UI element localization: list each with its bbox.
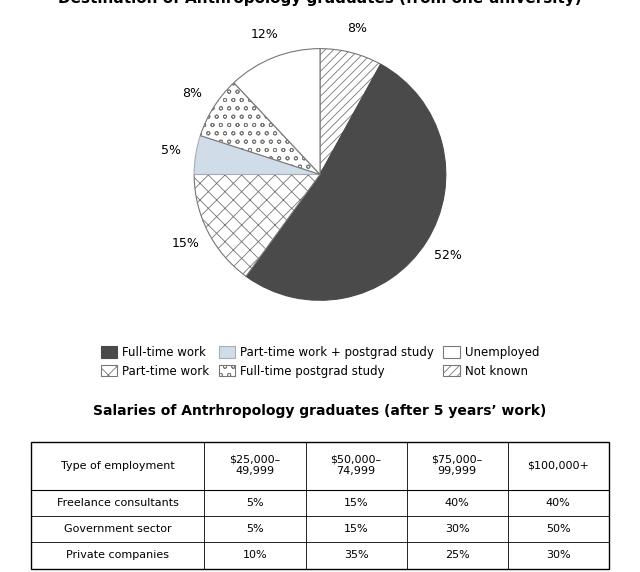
Text: 5%: 5% [246, 524, 264, 534]
Text: 35%: 35% [344, 550, 369, 561]
Text: 15%: 15% [344, 524, 369, 534]
Text: $25,000–
49,999: $25,000– 49,999 [229, 455, 281, 476]
Text: Salaries of Antrhropology graduates (after 5 years’ work): Salaries of Antrhropology graduates (aft… [93, 404, 547, 418]
Text: Freelance consultants: Freelance consultants [57, 498, 179, 508]
Text: 12%: 12% [250, 27, 278, 41]
Text: 30%: 30% [445, 524, 470, 534]
Text: 52%: 52% [433, 249, 461, 262]
Wedge shape [194, 136, 320, 174]
Text: 15%: 15% [172, 236, 200, 249]
Wedge shape [320, 49, 381, 174]
Text: 8%: 8% [182, 87, 202, 100]
Text: 15%: 15% [344, 498, 369, 508]
Text: 50%: 50% [546, 524, 570, 534]
Text: 25%: 25% [445, 550, 470, 561]
Text: $100,000+: $100,000+ [527, 460, 589, 471]
Legend: Full-time work, Part-time work, Part-time work + postgrad study, Full-time postg: Full-time work, Part-time work, Part-tim… [96, 341, 544, 383]
Text: 8%: 8% [348, 22, 367, 35]
Wedge shape [200, 83, 320, 174]
Wedge shape [246, 64, 446, 300]
Text: $75,000–
99,999: $75,000– 99,999 [431, 455, 483, 476]
Text: $50,000–
74,999: $50,000– 74,999 [330, 455, 381, 476]
Text: 30%: 30% [546, 550, 570, 561]
Wedge shape [234, 49, 320, 174]
Text: Private companies: Private companies [67, 550, 170, 561]
Text: 10%: 10% [243, 550, 268, 561]
Title: Destination of Anthropology graduates (from one university): Destination of Anthropology graduates (f… [58, 0, 582, 6]
Text: 40%: 40% [445, 498, 470, 508]
Wedge shape [194, 174, 320, 276]
Text: 40%: 40% [546, 498, 571, 508]
Text: 5%: 5% [246, 498, 264, 508]
Text: Type of employment: Type of employment [61, 460, 175, 471]
Text: Government sector: Government sector [64, 524, 172, 534]
Text: 5%: 5% [161, 144, 181, 157]
